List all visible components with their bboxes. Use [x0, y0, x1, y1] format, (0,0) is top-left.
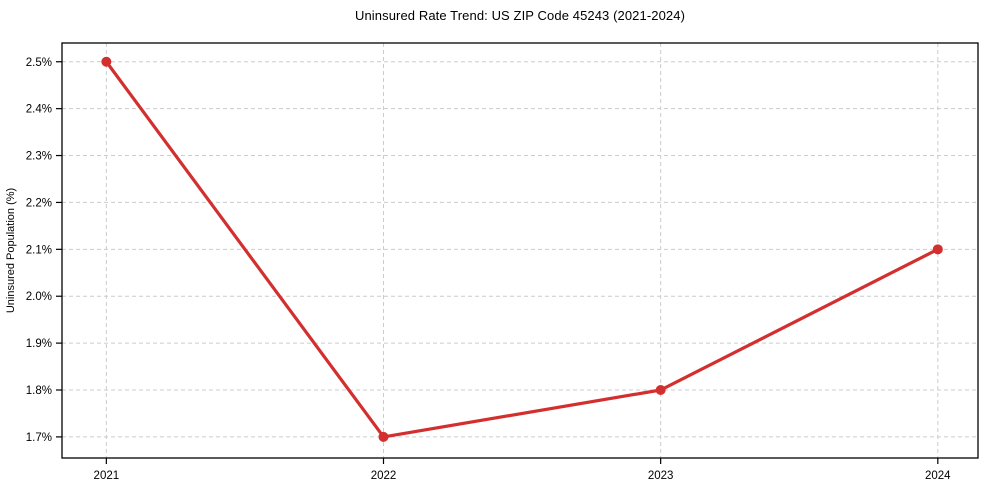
- y-tick-label: 2.0%: [26, 291, 52, 303]
- data-markers: [101, 56, 943, 442]
- chart-title: Uninsured Rate Trend: US ZIP Code 45243 …: [354, 8, 686, 23]
- y-tick-label: 1.8%: [26, 385, 52, 397]
- tick-labels: 1.7% 1.8% 1.9% 2.0% 2.1% 2.2% 2.3% 2.4% 2.5% 2021…: [26, 57, 951, 482]
- plot-area: [61, 42, 979, 459]
- x-tick-label: 2021: [94, 470, 120, 482]
- y-tick-label: 2.2%: [26, 197, 52, 209]
- gridlines: [62, 43, 978, 458]
- tick-marks: [56, 61, 939, 464]
- data-point-marker: [655, 385, 666, 396]
- y-tick-label: 1.7%: [26, 432, 52, 444]
- y-tick-label: 1.9%: [26, 338, 52, 350]
- x-tick-label: 2024: [925, 470, 951, 482]
- trend-line: [104, 60, 940, 439]
- data-point-marker: [101, 56, 112, 67]
- x-tick-label: 2022: [371, 470, 397, 482]
- data-point-marker: [932, 244, 943, 255]
- y-tick-label: 2.5%: [26, 57, 52, 69]
- y-tick-label: 2.3%: [26, 151, 52, 163]
- y-axis-label: Uninsured Population (%): [5, 188, 17, 313]
- y-tick-label: 2.4%: [26, 104, 52, 116]
- data-point-marker: [378, 431, 389, 442]
- x-tick-label: 2023: [648, 470, 674, 482]
- y-tick-label: 2.1%: [26, 244, 52, 256]
